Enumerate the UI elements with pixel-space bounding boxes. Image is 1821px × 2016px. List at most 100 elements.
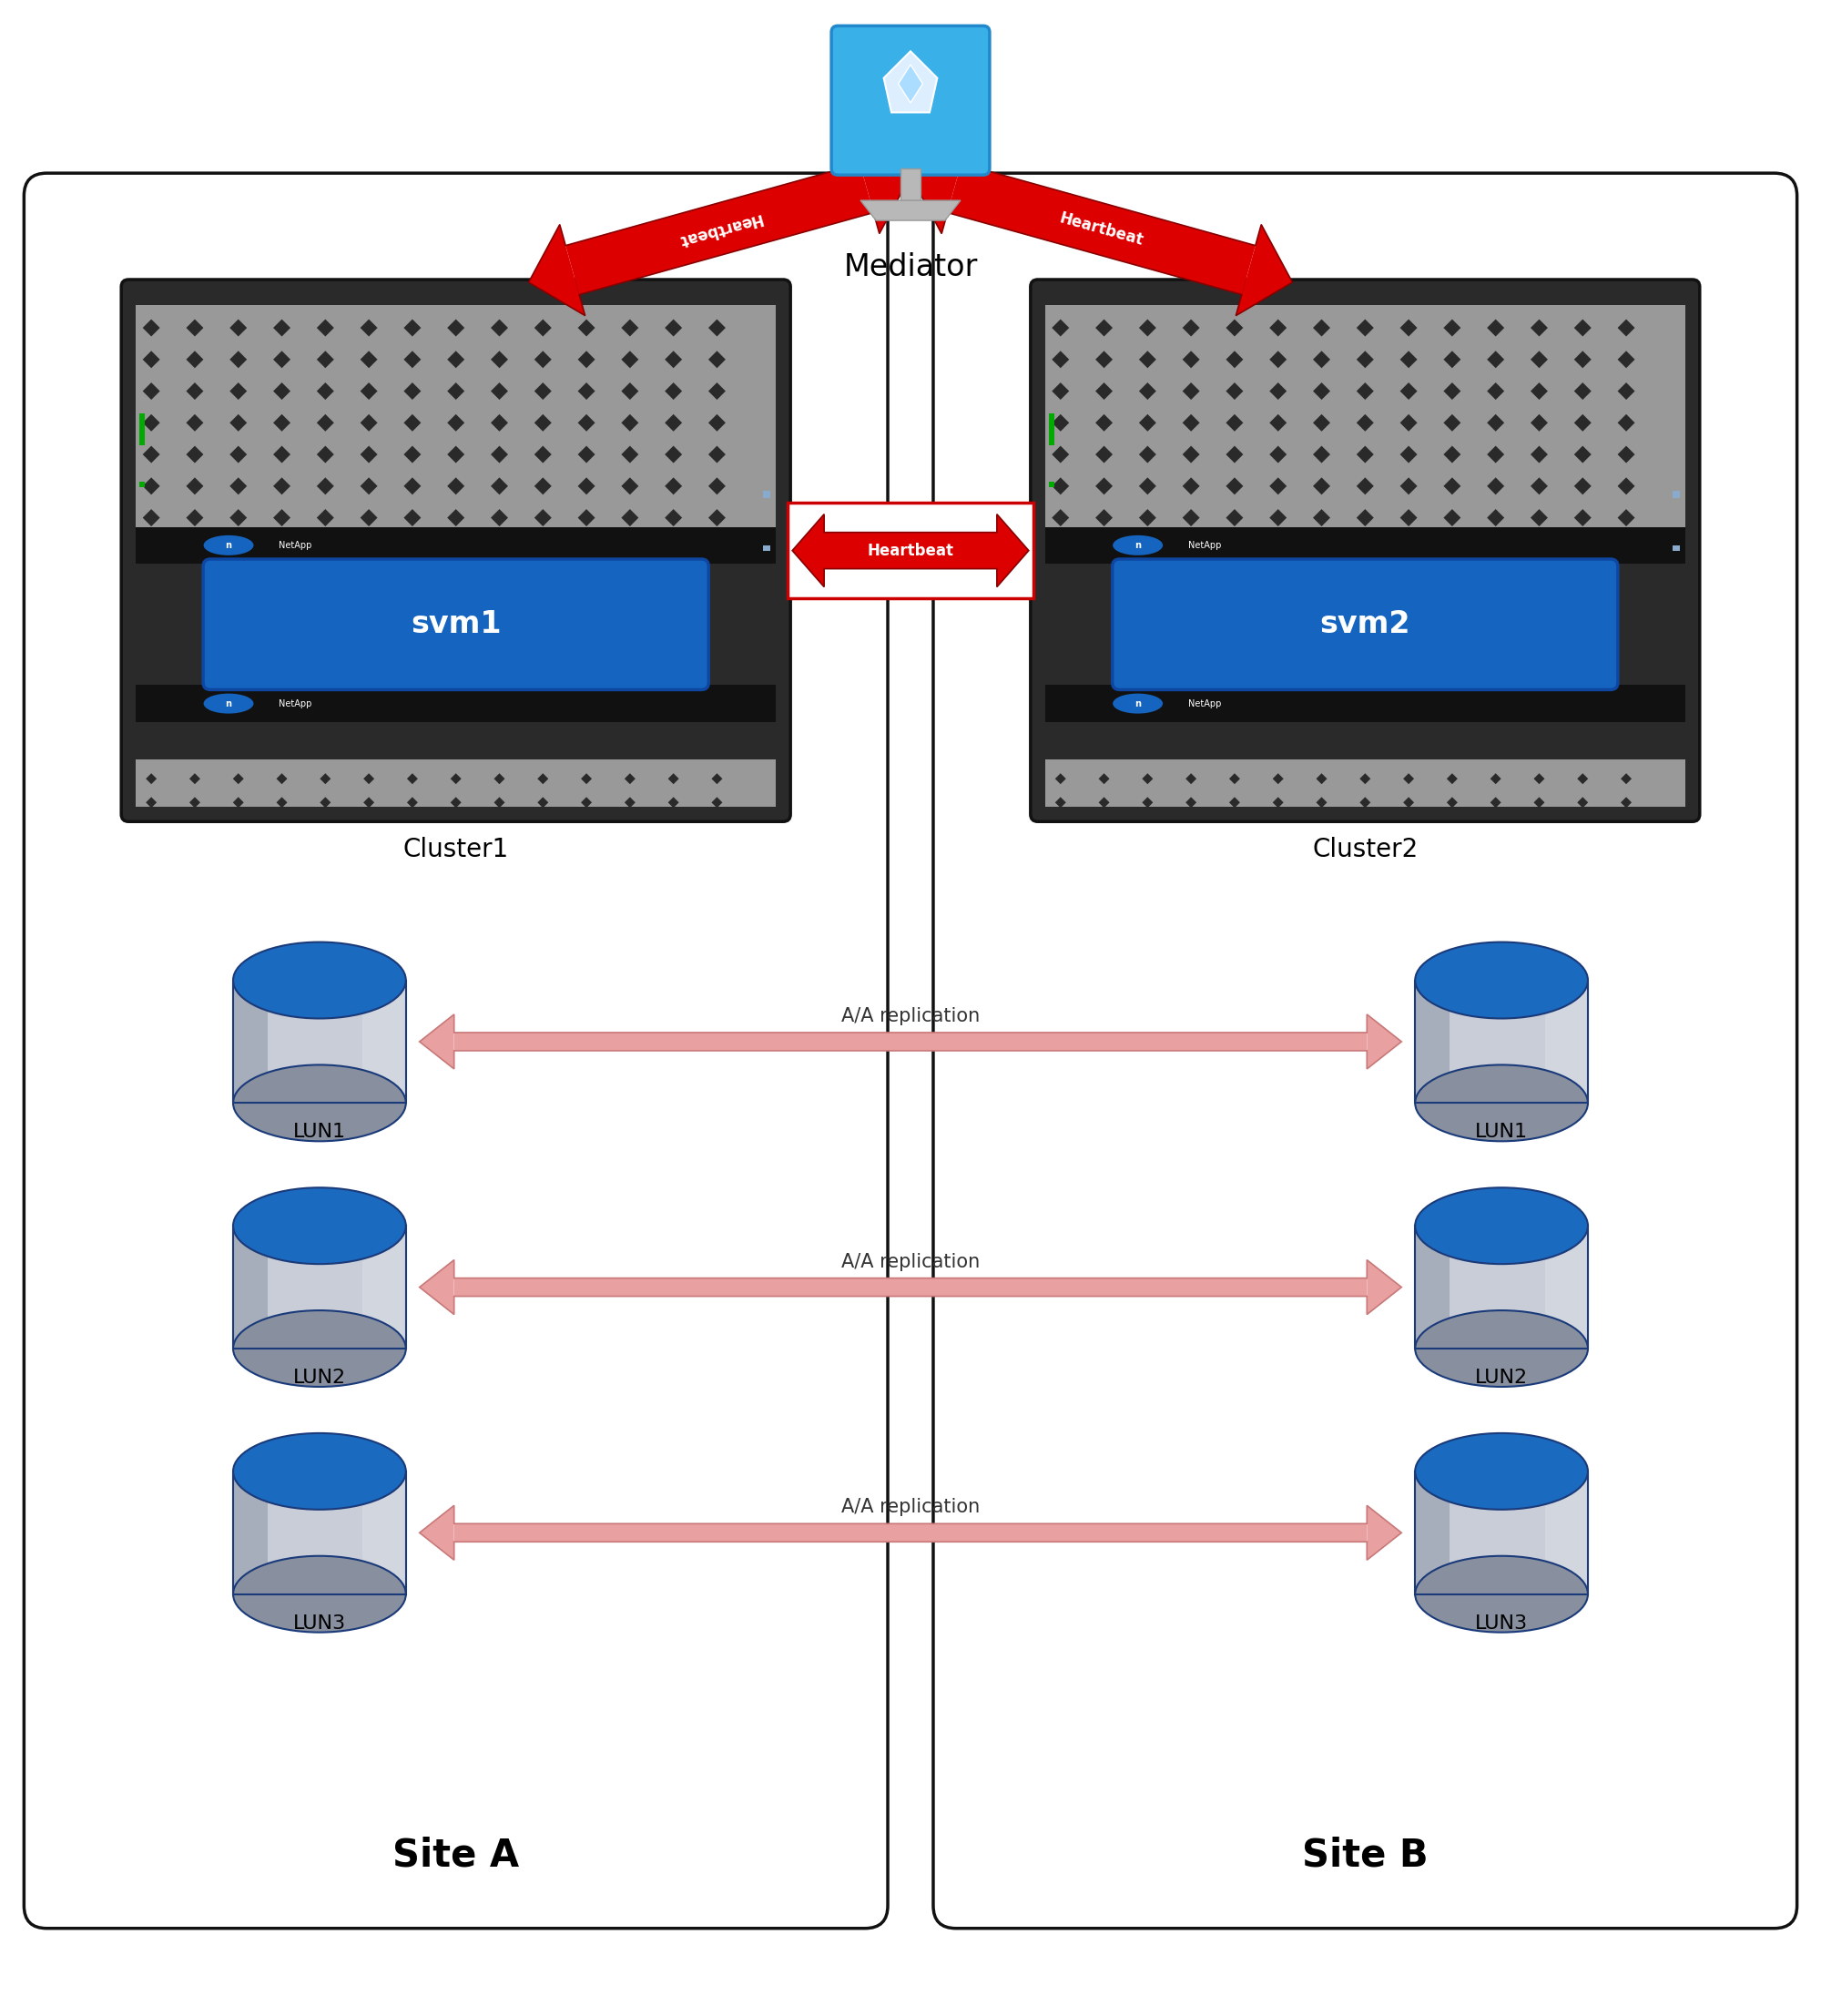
Polygon shape xyxy=(1357,446,1373,464)
Ellipse shape xyxy=(1113,536,1164,554)
Bar xyxy=(1045,760,1684,806)
Ellipse shape xyxy=(1415,941,1588,1018)
Polygon shape xyxy=(1313,319,1331,337)
Text: Heartbeat: Heartbeat xyxy=(867,542,954,558)
Polygon shape xyxy=(621,413,639,431)
Polygon shape xyxy=(1573,319,1592,337)
Polygon shape xyxy=(708,446,725,464)
Text: A/A replication: A/A replication xyxy=(841,1008,980,1026)
Polygon shape xyxy=(1368,1014,1402,1068)
Bar xyxy=(1544,1226,1588,1349)
Polygon shape xyxy=(1269,413,1287,431)
Text: NetApp: NetApp xyxy=(1187,700,1220,708)
Ellipse shape xyxy=(1415,1187,1588,1264)
Polygon shape xyxy=(1269,510,1287,526)
Text: LUN2: LUN2 xyxy=(293,1369,346,1387)
Polygon shape xyxy=(317,446,333,464)
Polygon shape xyxy=(490,446,508,464)
Polygon shape xyxy=(1053,478,1069,494)
Polygon shape xyxy=(1138,478,1156,494)
Bar xyxy=(233,1226,406,1349)
Polygon shape xyxy=(1313,351,1331,369)
Polygon shape xyxy=(317,383,333,399)
Text: Site B: Site B xyxy=(1302,1837,1428,1875)
Text: NetApp: NetApp xyxy=(279,700,311,708)
Polygon shape xyxy=(1488,446,1504,464)
Polygon shape xyxy=(1182,413,1200,431)
Ellipse shape xyxy=(1113,694,1164,714)
Polygon shape xyxy=(419,1014,453,1068)
Polygon shape xyxy=(534,319,552,337)
Polygon shape xyxy=(1226,478,1244,494)
FancyBboxPatch shape xyxy=(122,280,790,823)
Polygon shape xyxy=(665,413,683,431)
Polygon shape xyxy=(142,351,160,369)
Polygon shape xyxy=(233,796,244,808)
Polygon shape xyxy=(1226,383,1244,399)
Polygon shape xyxy=(1273,796,1284,808)
Bar xyxy=(1672,544,1679,550)
Polygon shape xyxy=(1530,413,1548,431)
Bar xyxy=(233,1226,406,1349)
Polygon shape xyxy=(146,796,157,808)
Bar xyxy=(901,169,920,200)
Polygon shape xyxy=(142,319,160,337)
Polygon shape xyxy=(1400,383,1417,399)
Text: n: n xyxy=(226,540,231,550)
Bar xyxy=(233,980,406,1103)
Polygon shape xyxy=(229,446,248,464)
Polygon shape xyxy=(273,413,291,431)
Polygon shape xyxy=(577,383,595,399)
Bar xyxy=(137,685,776,722)
Polygon shape xyxy=(1617,383,1635,399)
Polygon shape xyxy=(1617,413,1635,431)
Polygon shape xyxy=(1269,478,1287,494)
Polygon shape xyxy=(1098,796,1109,808)
Polygon shape xyxy=(1096,319,1113,337)
Polygon shape xyxy=(1185,774,1196,784)
Bar xyxy=(453,1524,1368,1542)
Polygon shape xyxy=(534,510,552,526)
FancyBboxPatch shape xyxy=(204,558,708,689)
Polygon shape xyxy=(142,478,160,494)
Polygon shape xyxy=(404,319,421,337)
Bar xyxy=(137,760,776,806)
Polygon shape xyxy=(1533,796,1544,808)
Polygon shape xyxy=(273,510,291,526)
Text: n: n xyxy=(1134,700,1142,708)
Bar xyxy=(1049,482,1054,488)
Bar xyxy=(763,544,770,550)
Polygon shape xyxy=(490,319,508,337)
Polygon shape xyxy=(1053,413,1069,431)
Polygon shape xyxy=(1617,319,1635,337)
Polygon shape xyxy=(404,478,421,494)
FancyBboxPatch shape xyxy=(1113,558,1617,689)
Polygon shape xyxy=(1444,413,1460,431)
Polygon shape xyxy=(320,774,331,784)
Polygon shape xyxy=(419,1506,453,1560)
Polygon shape xyxy=(186,413,204,431)
Polygon shape xyxy=(1229,796,1240,808)
Ellipse shape xyxy=(1415,1556,1588,1633)
Polygon shape xyxy=(1096,383,1113,399)
Polygon shape xyxy=(229,383,248,399)
Polygon shape xyxy=(1621,796,1632,808)
Polygon shape xyxy=(577,510,595,526)
Polygon shape xyxy=(1357,478,1373,494)
Polygon shape xyxy=(317,319,333,337)
Bar xyxy=(362,1226,406,1349)
Polygon shape xyxy=(273,319,291,337)
Polygon shape xyxy=(668,796,679,808)
Polygon shape xyxy=(361,319,377,337)
Polygon shape xyxy=(1313,446,1331,464)
Polygon shape xyxy=(537,796,548,808)
Polygon shape xyxy=(665,383,683,399)
Polygon shape xyxy=(490,383,508,399)
Polygon shape xyxy=(1138,446,1156,464)
Polygon shape xyxy=(229,510,248,526)
Polygon shape xyxy=(1182,510,1200,526)
Polygon shape xyxy=(1182,446,1200,464)
Polygon shape xyxy=(142,383,160,399)
Polygon shape xyxy=(1530,446,1548,464)
Polygon shape xyxy=(1138,510,1156,526)
